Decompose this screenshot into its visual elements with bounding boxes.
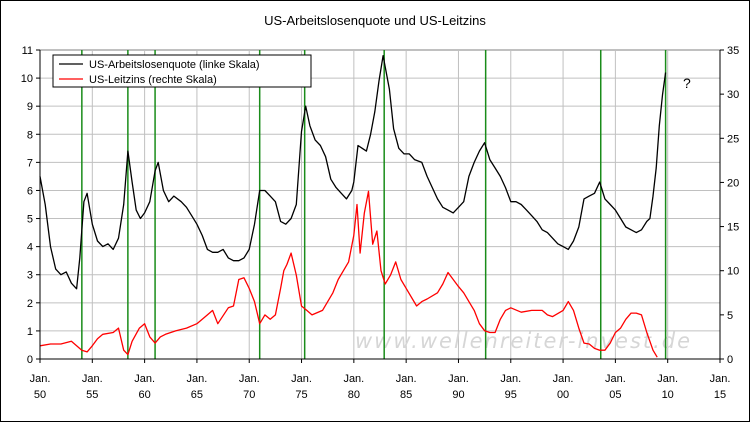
- x-tick-label-year: 85: [400, 389, 412, 401]
- right-y-tick-label: 20: [727, 177, 739, 189]
- chart-title: US-Arbeitslosenquote und US-Leitzins: [264, 13, 486, 28]
- watermark: www.wellenreiter-invest.de: [355, 329, 692, 353]
- x-tick-label-month: Jan.: [396, 373, 417, 385]
- x-tick-label-month: Jan.: [710, 373, 731, 385]
- right-y-tick-label: 35: [727, 45, 739, 57]
- x-tick-label-year: 75: [295, 389, 307, 401]
- x-tick-label-month: Jan.: [30, 373, 51, 385]
- left-y-tick-label: 5: [27, 214, 33, 226]
- left-y-tick-label: 4: [27, 242, 33, 254]
- right-y-axis: 0 5 10 15 20 25 30 35: [720, 45, 739, 366]
- x-tick-label-month: Jan.: [291, 373, 312, 385]
- x-tick-label-year: 05: [609, 389, 621, 401]
- legend: US-Arbeitslosenquote (linke Skala) US-Le…: [52, 54, 312, 88]
- left-y-tick-label: 8: [27, 129, 33, 141]
- x-tick-label-year: 65: [191, 389, 203, 401]
- legend-label-leitzins: US-Leitzins (rechte Skala): [89, 74, 217, 86]
- x-tick-label-year: 70: [243, 389, 255, 401]
- vertical-markers: [81, 50, 667, 359]
- x-tick-label-month: Jan.: [343, 373, 364, 385]
- x-tick-label-month: Jan.: [448, 373, 469, 385]
- x-tick-label-year: 55: [86, 389, 98, 401]
- left-y-tick-label: 3: [27, 270, 33, 282]
- x-tick-label-year: 90: [452, 389, 464, 401]
- left-y-tick-label: 6: [27, 185, 33, 197]
- x-tick-label-year: 50: [34, 389, 46, 401]
- x-tick-label-year: 80: [348, 389, 360, 401]
- x-tick-label-year: 15: [714, 389, 726, 401]
- x-tick-label-year: 95: [505, 389, 517, 401]
- right-y-tick-label: 0: [727, 354, 733, 366]
- x-tick-label-month: Jan.: [500, 373, 521, 385]
- x-tick-label-year: 10: [662, 389, 674, 401]
- series-layer: [39, 54, 667, 358]
- left-y-axis: 0 1 2 3 4 5 6 7 8 9 10 11: [21, 45, 40, 366]
- series-line-leitzins: [39, 190, 658, 358]
- x-axis: Jan. 50 Jan. 55 Jan. 60 Jan. 65 Jan. 70 Jan. 75 Jan.…: [30, 359, 731, 401]
- x-tick-label-year: 00: [557, 389, 569, 401]
- x-tick-label-month: Jan.: [134, 373, 155, 385]
- right-y-tick-label: 15: [727, 222, 739, 234]
- plot-area: [39, 49, 721, 360]
- left-y-tick-label: 10: [21, 73, 33, 85]
- series-line-unemployment: [39, 54, 667, 290]
- legend-box: [52, 54, 312, 88]
- right-y-tick-label: 5: [727, 310, 733, 322]
- x-tick-label-month: Jan.: [553, 373, 574, 385]
- x-tick-label-month: Jan.: [605, 373, 626, 385]
- right-y-tick-label: 10: [727, 266, 739, 278]
- left-y-tick-label: 1: [27, 326, 33, 338]
- left-y-tick-label: 7: [27, 157, 33, 169]
- left-y-tick-label: 11: [22, 45, 33, 57]
- x-tick-label-month: Jan.: [82, 373, 103, 385]
- legend-label-unemployment: US-Arbeitslosenquote (linke Skala): [89, 59, 260, 71]
- right-y-tick-label: 30: [727, 89, 739, 101]
- right-y-tick-label: 25: [727, 133, 739, 145]
- left-y-tick-label: 2: [27, 298, 33, 310]
- left-y-tick-label: 9: [27, 101, 33, 113]
- x-tick-label-month: Jan.: [657, 373, 678, 385]
- x-tick-label-month: Jan.: [239, 373, 260, 385]
- x-tick-label-month: Jan.: [187, 373, 208, 385]
- left-y-tick-label: 0: [27, 354, 33, 366]
- question-mark-annotation: ?: [683, 75, 691, 91]
- x-tick-label-year: 60: [138, 389, 150, 401]
